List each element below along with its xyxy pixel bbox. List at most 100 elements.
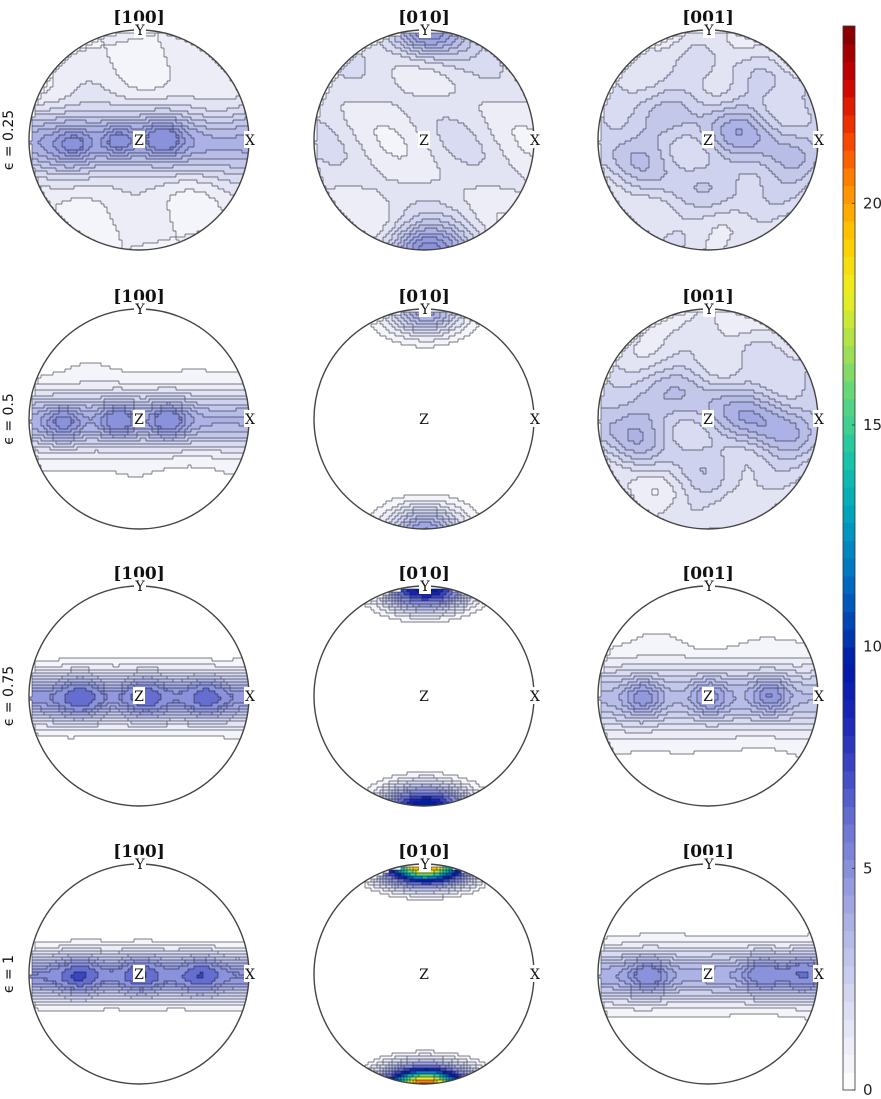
colorbar-segment [843,274,855,293]
row-label: ϵ = 0.25 [1,110,17,170]
label-text: Z [703,689,713,705]
pole-figure-4-3: [001]Y Z X [597,842,825,1085]
colorbar-segment [843,185,855,204]
colorbar-segment [843,824,855,843]
x-axis-label: X [244,410,256,428]
label-box [133,687,145,704]
contour-lines [370,309,480,529]
colorbar-segment [843,309,855,329]
pole-figure-1-1: [100]Y Z X [28,8,256,251]
colorbar-segment [843,611,855,630]
label-box [529,410,541,427]
z-axis-label: Z [418,965,430,983]
colorbar-segment [843,26,855,45]
label-text: Z [419,133,429,149]
label-text: Y [703,23,714,39]
label-text: Y [419,857,430,873]
x-axis-label: X [813,687,825,705]
colorbar-segment [843,504,855,524]
colorbar-segment [843,735,855,754]
contour-lines [598,932,818,1021]
label-box [133,965,145,982]
label-box [418,410,430,427]
label-box [703,855,715,872]
y-axis-label: Y [419,21,431,39]
colorbar-tick-label: 20 [863,194,881,212]
colorbar-tick-label: 5 [863,859,873,877]
label-box [133,410,145,427]
panel-title: [010] [398,287,450,307]
x-axis-label: X [813,131,825,149]
label-text: Z [703,967,713,983]
colorbar-segment [843,877,855,896]
colorbar-segment [843,912,855,931]
label-box [418,131,430,148]
colorbar-segment [843,1001,855,1020]
label-text: X [814,412,824,428]
label-text: X [814,967,824,983]
colorbar-frame [842,25,856,1091]
label-text: X [245,412,255,428]
pole-figure-2-3: [001]Y Z X [597,287,825,530]
colorbar-segment [843,132,855,151]
label-box [244,965,256,982]
colorbar-segment [843,770,855,790]
colorbar-segment [843,79,855,98]
label-text: Z [703,412,713,428]
pole-figure-4-2: [010]Y Z X [313,842,541,1085]
colorbar-segment [843,717,855,736]
colorbar-segment [843,150,855,169]
label-text: X [530,967,540,983]
x-axis-label: X [244,687,256,705]
panel-title: [100] [113,8,165,28]
colorbar-segment [843,558,855,577]
contour-lines [29,30,249,250]
label-box [134,577,146,594]
y-axis-label: Y [703,577,715,595]
label-text: Y [134,23,145,39]
colorbar-tick-label: 15 [863,416,881,434]
x-axis-label: X [529,687,541,705]
colorbar-segment [843,1019,855,1038]
label-box [244,687,256,704]
y-axis-label: Y [703,855,715,873]
label-box [419,21,431,38]
label-text: Z [703,133,713,149]
label-box [703,577,715,594]
colorbar-segment [843,753,855,772]
label-box [244,131,256,148]
label-text: Z [134,133,144,149]
panel-title: [010] [398,842,450,862]
label-text: Z [419,412,429,428]
label-text: X [814,689,824,705]
panel-title: [100] [113,564,165,584]
colorbar-segment [843,256,855,275]
z-axis-label: Z [133,410,145,428]
y-axis-label: Y [419,855,431,873]
y-axis-label: Y [419,577,431,595]
label-text: X [530,689,540,705]
pole-figure-4-1: [100]Y Z X [28,842,256,1085]
label-box [134,21,146,38]
colorbar-segment [843,983,855,1002]
pole-figure-2-1: [100]Y Z X [28,287,256,530]
contour-lines [29,657,249,740]
label-box [529,131,541,148]
colorbar-segment [843,646,855,665]
label-text: X [245,689,255,705]
label-text: Y [703,302,714,318]
label-box [702,965,714,982]
label-box [813,687,825,704]
z-axis-label: Z [133,965,145,983]
row-labels: ϵ = 0.25 ϵ = 0.5 ϵ = 0.75 ϵ = 1 [1,110,17,993]
label-text: Y [134,857,145,873]
density-field [29,30,249,250]
colorbar-segment [843,380,855,399]
y-axis-label: Y [134,300,146,318]
colorbar-segment [843,682,855,701]
label-text: Z [134,412,144,428]
colorbar-segment [843,203,855,222]
colorbar-segment [843,540,855,559]
colorbar-segment [843,1072,855,1091]
x-axis-label: X [813,965,825,983]
